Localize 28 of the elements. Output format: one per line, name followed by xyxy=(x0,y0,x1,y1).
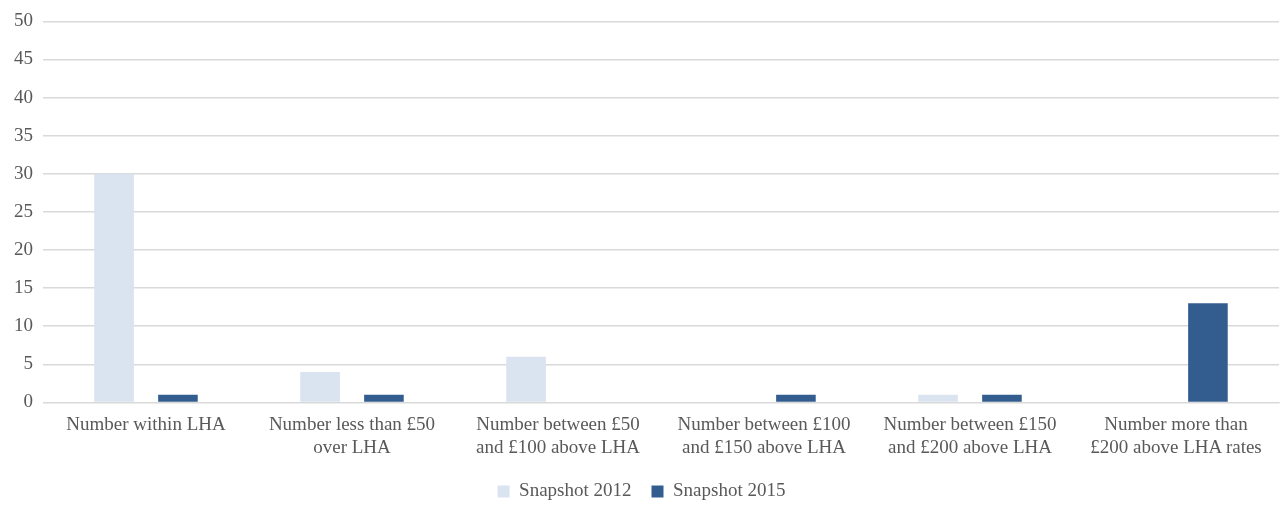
legend-label: Snapshot 2015 xyxy=(673,479,786,501)
bar xyxy=(982,394,1022,402)
bar xyxy=(776,394,816,402)
x-tick-label: Number within LHA xyxy=(66,412,226,434)
x-tick-label: Number more than £200 above LHA rates xyxy=(1090,412,1262,457)
x-tick-label: Number between £50 and £100 above LHA xyxy=(475,412,641,457)
y-tick-label: 15 xyxy=(14,276,33,298)
bar xyxy=(364,394,404,402)
y-tick-label: 35 xyxy=(14,123,33,145)
y-tick-label: 25 xyxy=(14,199,33,221)
y-tick-label: 45 xyxy=(14,47,33,69)
x-tick-label: Number less than £50 over LHA xyxy=(268,412,436,457)
y-tick-label: 30 xyxy=(14,161,33,183)
y-tick-label: 10 xyxy=(14,314,33,336)
bar xyxy=(506,356,546,402)
y-tick-label: 50 xyxy=(14,9,33,31)
x-tick-label: Number between £150 and £200 above LHA xyxy=(883,412,1057,457)
bar xyxy=(918,394,958,402)
bar xyxy=(158,394,198,402)
bar xyxy=(300,371,340,402)
bar xyxy=(94,173,134,402)
y-tick-label: 0 xyxy=(23,390,33,412)
bar xyxy=(1188,303,1228,402)
y-tick-label: 40 xyxy=(14,85,33,107)
x-tick-label: Number between £100 and £150 above LHA xyxy=(677,412,851,457)
legend-label: Snapshot 2012 xyxy=(519,479,632,501)
y-tick-label: 5 xyxy=(23,352,33,374)
y-tick-label: 20 xyxy=(14,237,33,259)
